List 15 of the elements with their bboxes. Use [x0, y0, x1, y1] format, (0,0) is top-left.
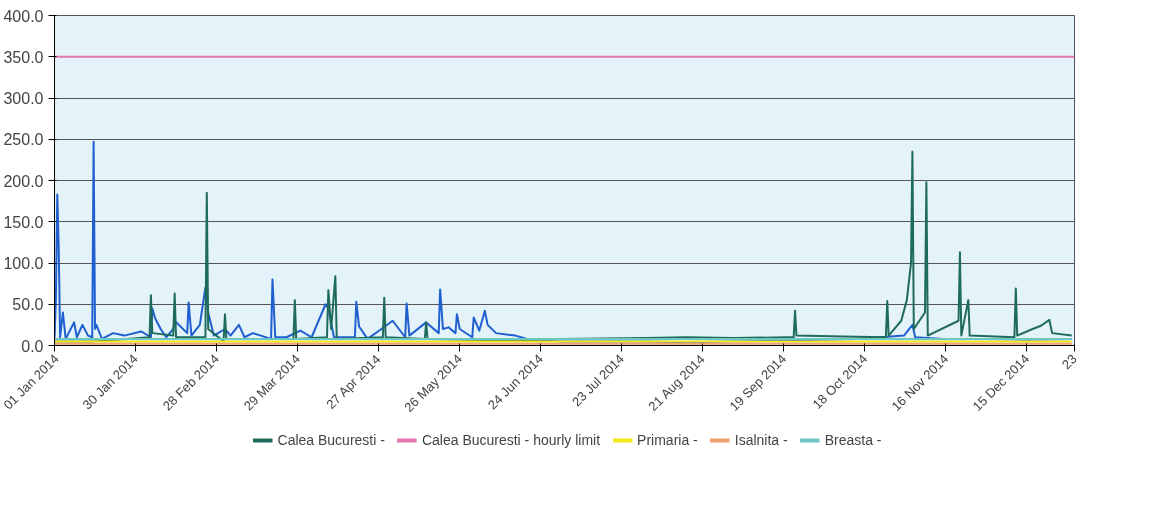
legend-label: Breasta -: [824, 432, 882, 448]
y-tick-label: 250.0: [3, 131, 44, 149]
y-tick-label: 100.0: [3, 255, 44, 272]
x-tick-label: 23: [1058, 351, 1080, 373]
legend-label: Calea Bucuresti -: [277, 432, 385, 448]
y-tick-label: 150.0: [3, 213, 44, 231]
y-tick-label: 350.0: [3, 48, 44, 66]
y-tick-label: 0.0: [21, 337, 44, 355]
legend-label: Isalnita -: [734, 432, 788, 448]
y-tick-label: 50.0: [12, 296, 44, 314]
y-tick-label: 400.0: [3, 7, 44, 25]
y-tick-label: 200.0: [3, 172, 44, 190]
legend-label: Calea Bucuresti - hourly limit: [421, 432, 601, 448]
legend-label: Primaria -: [637, 432, 698, 448]
y-tick-label: 300.0: [3, 90, 44, 107]
